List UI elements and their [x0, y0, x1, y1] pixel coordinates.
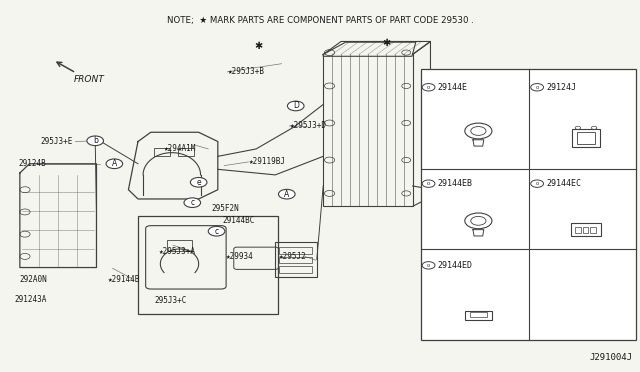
Text: FRONT: FRONT: [74, 75, 105, 84]
Bar: [575, 227, 580, 234]
Text: c: c: [214, 227, 219, 236]
Circle shape: [287, 101, 304, 111]
Bar: [421, 69, 636, 340]
Bar: [590, 227, 596, 234]
Text: 295J3+C: 295J3+C: [154, 296, 186, 305]
Text: o: o: [427, 85, 430, 90]
Text: D: D: [292, 102, 299, 110]
Text: o: o: [427, 181, 430, 186]
Bar: [279, 257, 312, 263]
Text: ★295J3+B: ★295J3+B: [227, 67, 264, 76]
Text: 292A0N: 292A0N: [20, 275, 47, 284]
Text: ★294A1M: ★294A1M: [164, 144, 196, 153]
Text: 29144EC: 29144EC: [546, 179, 581, 188]
Text: A: A: [112, 159, 117, 168]
Text: 29144BC: 29144BC: [223, 216, 255, 225]
Text: 295F2N: 295F2N: [211, 204, 239, 213]
Circle shape: [278, 189, 295, 199]
Text: 291243A: 291243A: [15, 295, 47, 304]
Circle shape: [190, 177, 207, 187]
Text: ★29119BJ: ★29119BJ: [248, 157, 285, 166]
Bar: [279, 266, 312, 273]
Text: o: o: [536, 85, 539, 90]
Bar: [154, 148, 170, 155]
Text: ✱: ✱: [382, 38, 390, 48]
Text: ★295J2: ★295J2: [279, 252, 307, 261]
Bar: [577, 132, 595, 144]
Circle shape: [106, 159, 123, 169]
Text: 29124J: 29124J: [546, 83, 576, 92]
Bar: [583, 227, 588, 234]
Text: c: c: [190, 198, 195, 207]
Circle shape: [87, 136, 104, 145]
Text: ★295J3+A: ★295J3+A: [159, 247, 196, 256]
Text: b: b: [93, 136, 98, 145]
Text: 29124B: 29124B: [19, 159, 46, 168]
Bar: [138, 216, 278, 314]
Circle shape: [184, 198, 200, 208]
Bar: [178, 148, 194, 155]
Text: ★29144B: ★29144B: [108, 275, 140, 284]
Bar: [470, 312, 486, 317]
Circle shape: [208, 227, 225, 236]
Text: o: o: [536, 181, 539, 186]
Text: 29144ED: 29144ED: [438, 261, 472, 270]
Bar: [279, 247, 312, 254]
Text: ✱: ✱: [255, 41, 263, 51]
Bar: [275, 241, 317, 277]
Text: o: o: [427, 263, 430, 268]
Text: A: A: [284, 190, 289, 199]
Text: 29144E: 29144E: [438, 83, 467, 92]
Bar: [572, 129, 600, 147]
Text: J291004J: J291004J: [590, 353, 633, 362]
Bar: [571, 223, 600, 236]
Bar: [167, 240, 192, 251]
Text: ★295J3+D: ★295J3+D: [289, 122, 326, 131]
Bar: [465, 311, 492, 320]
Text: 295J3+E: 295J3+E: [40, 137, 73, 146]
Text: e: e: [196, 178, 201, 187]
Text: NOTE;  ★ MARK PARTS ARE COMPONENT PARTS OF PART CODE 29530 .: NOTE; ★ MARK PARTS ARE COMPONENT PARTS O…: [166, 16, 474, 25]
Text: 29144EB: 29144EB: [438, 179, 472, 188]
Text: ★29934: ★29934: [225, 252, 253, 261]
